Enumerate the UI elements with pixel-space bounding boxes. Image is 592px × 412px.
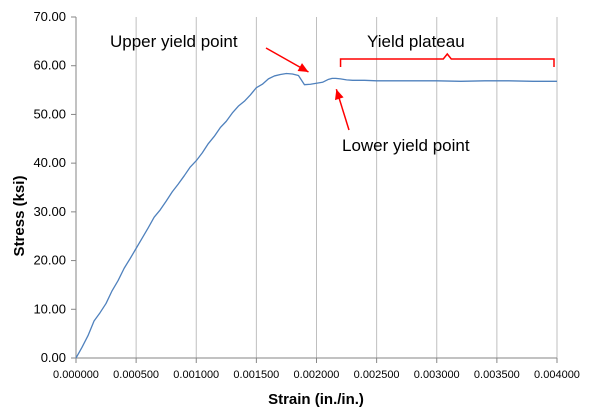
y-tick-label-7: 70.00 <box>33 9 66 24</box>
annotation-lower-yield-point: Lower yield point <box>342 136 470 155</box>
x-tick-label-5: 0.002500 <box>354 369 400 381</box>
annotation-upper-yield-point: Upper yield point <box>110 32 238 51</box>
annotation-yield-plateau: Yield plateau <box>367 32 465 51</box>
series-layer <box>75 72 557 359</box>
upper-yield-arrow-head <box>297 63 309 72</box>
axes <box>71 16 558 363</box>
y-tick-label-0: 0.00 <box>41 350 66 365</box>
y-tick-label-3: 30.00 <box>33 204 66 219</box>
x-tick-label-8: 0.004000 <box>534 369 580 381</box>
y-tick-label-6: 60.00 <box>33 58 66 73</box>
y-axis-title: Stress (ksi) <box>11 176 28 257</box>
x-tick-label-6: 0.003000 <box>414 369 460 381</box>
x-tick-labels: 0.000000 0.000500 0.001000 0.001500 0.002000… <box>53 369 580 381</box>
y-tick-label-2: 20.00 <box>33 253 66 268</box>
x-tick-label-3: 0.001500 <box>233 369 279 381</box>
vertical-gridlines <box>135 17 558 358</box>
yield-plateau-bracket <box>339 52 555 67</box>
y-tick-label-5: 50.00 <box>33 106 66 121</box>
x-tick-label-4: 0.002000 <box>294 369 340 381</box>
annotations <box>265 47 555 131</box>
x-tick-label-1: 0.000500 <box>113 369 159 381</box>
y-tick-label-1: 10.00 <box>33 301 66 316</box>
x-axis-title: Strain (in./in.) <box>268 391 364 408</box>
x-tick-label-0: 0.000000 <box>53 369 99 381</box>
lower-yield-arrow-head <box>335 89 344 101</box>
series-line-0 <box>75 72 557 359</box>
y-tick-labels: 0.00 10.00 20.00 30.00 40.00 50.00 60.00 70.00 <box>33 9 66 365</box>
x-tick-label-7: 0.003500 <box>474 369 520 381</box>
y-tick-label-4: 40.00 <box>33 155 66 170</box>
x-tick-label-2: 0.001000 <box>173 369 219 381</box>
